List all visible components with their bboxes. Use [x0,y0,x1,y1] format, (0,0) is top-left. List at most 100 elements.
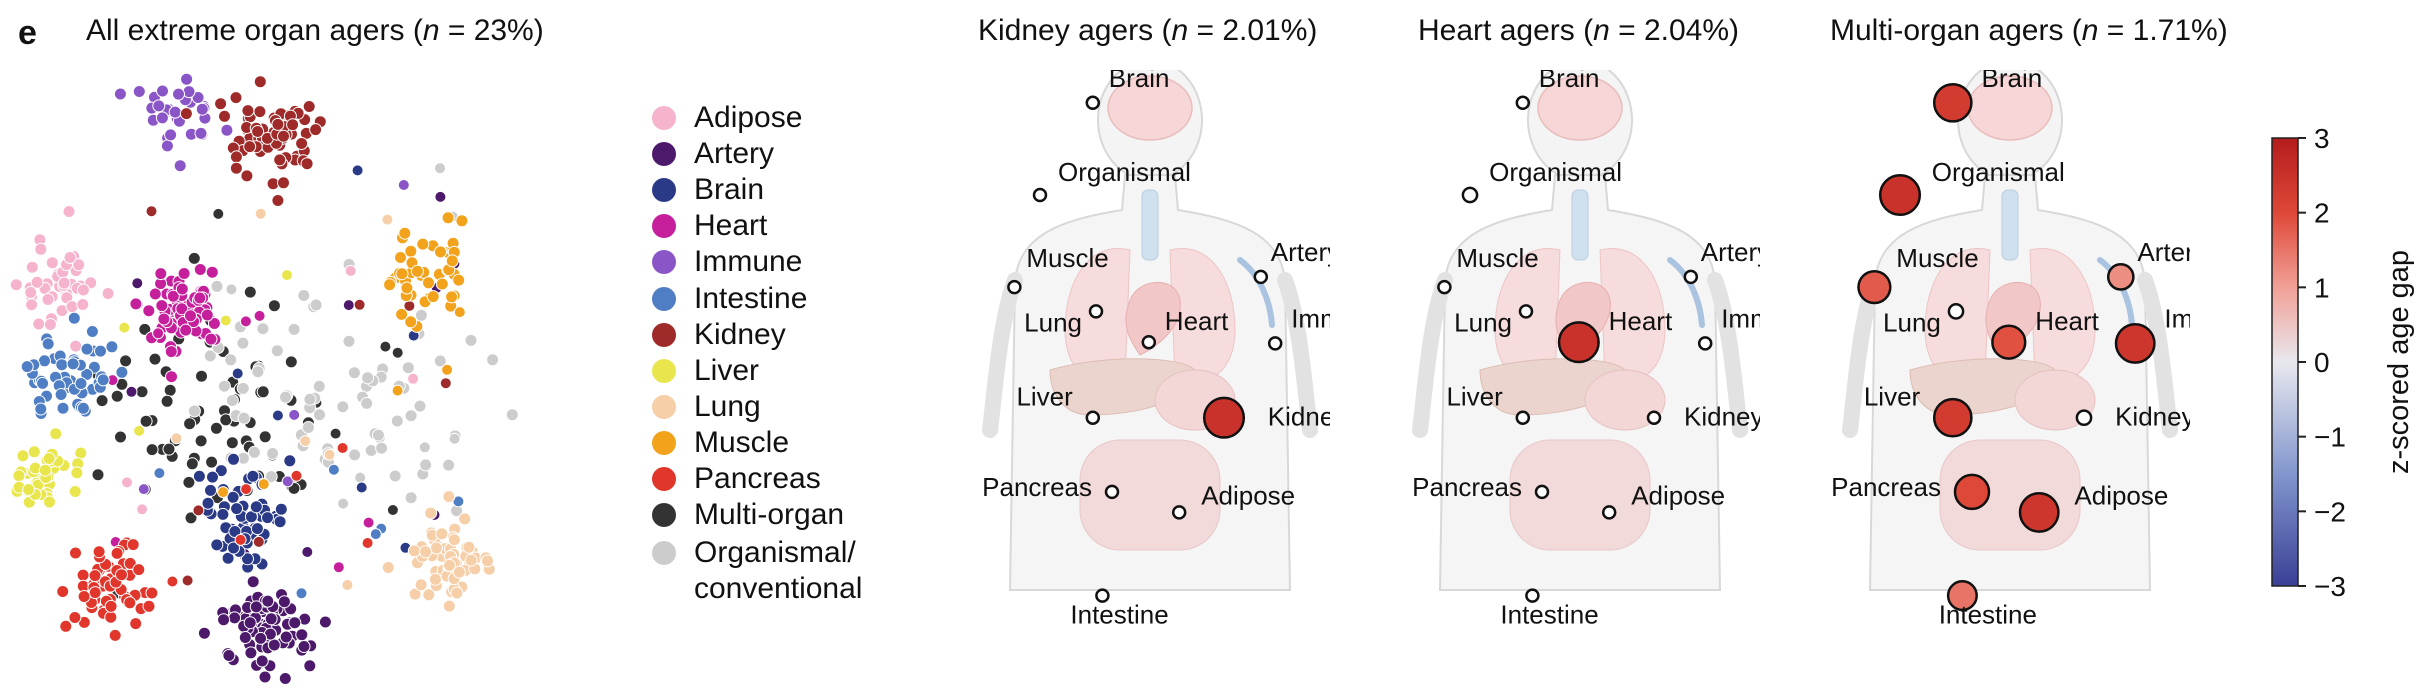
colorbar-label: z-scored age gap [2383,250,2415,474]
scatter-point [113,87,127,101]
organ-marker-intestine [1095,588,1110,603]
scatter-point [183,417,197,431]
organ-marker-lung [1947,303,1965,320]
scatter-point [179,323,193,337]
scatter-point [135,385,149,399]
legend-marker [652,323,676,347]
scatter-point [166,575,179,588]
organ-label-pancreas: Pancreas [1831,472,1941,502]
scatter-point [241,104,255,118]
legend-item-multi-organ: Multi-organ [652,497,844,533]
scatter-point [157,312,171,326]
scatter-point [414,308,428,322]
colorbar-tick-label: 2 [2314,198,2330,229]
legend-item-adipose: Adipose [652,100,802,136]
scatter-point [34,402,48,416]
scatter-point [62,205,76,218]
scatter-point [381,561,395,574]
scatter-point [222,649,236,662]
scatter-point [318,615,332,629]
scatter-point [341,579,354,591]
scatter-point [442,490,456,504]
organ-label-artery: Artery [1701,237,1760,267]
organ-marker-pancreas [1534,484,1550,500]
organ-label-artery: Artery [2137,237,2190,267]
scatter-point [251,365,265,379]
scatter-point [287,322,301,336]
scatter-point [336,442,349,454]
organ-marker-brain [1932,82,1973,123]
scatter-point [193,291,207,305]
scatter-point [486,353,500,367]
scatter-point [249,500,263,514]
scatter-point [104,610,118,624]
colorbar-tick-label: 1 [2314,272,2330,303]
scatter-point [129,617,143,631]
cluster-artery [125,190,461,685]
legend-label: Artery [694,137,775,170]
scatter-point [281,475,294,488]
scatter-point [43,495,56,509]
scatter-point [426,290,440,304]
scatter-point [194,126,208,140]
scatter-point [274,502,288,516]
scatter-point [464,333,478,347]
organ-label-muscle: Muscle [1896,243,1978,273]
scatter-point [244,646,258,660]
scatter-point [172,87,185,101]
scatter-point [327,463,340,476]
scatter-point [155,299,169,313]
scatter-point [243,616,257,630]
organ-marker-adipose [1171,505,1187,520]
scatter-point [297,640,311,653]
legend-item-lung: Lung [652,389,761,425]
scatter-point [441,211,455,225]
scatter-point [303,392,317,406]
scatter-point [240,169,254,183]
organ-marker-liver [1515,410,1531,425]
scatter-point [36,376,50,390]
scatter-point [145,586,159,600]
scatter-point [342,299,355,312]
colorbar-gradient [2271,137,2299,587]
scatter-point [354,471,367,484]
scatter-point [481,554,494,568]
scatter-point [184,309,197,323]
scatter-point [442,458,456,472]
scatter-point [371,428,385,442]
scatter-point [132,563,146,577]
scatter-point [279,630,293,644]
scatter-point [175,302,189,316]
cluster-organismal-conventional [170,162,519,518]
cluster-pancreas [56,442,374,642]
scatter-point [204,483,217,497]
scatter-point [137,483,150,496]
scatter-point [439,377,452,390]
organ-marker-kidney [2075,409,2093,427]
organ-label-pancreas: Pancreas [982,472,1092,502]
scatter-point [179,107,193,121]
scatter-point [41,337,55,351]
scatter-point [447,533,461,547]
scatter-point [110,389,124,403]
scatter-point [22,483,36,496]
scatter-point [279,390,292,404]
brain-shape [1537,75,1623,141]
scatter-point [302,100,316,113]
legend-item-muscle: Muscle [652,425,789,461]
scatter-point [395,267,409,281]
umap-scatter [10,72,519,685]
scatter-point [391,346,404,359]
scatter-point [152,327,165,340]
organ-label-brain: Brain [1539,70,1600,93]
legend-marker [652,142,676,166]
scatter-point [395,307,409,321]
scatter-point [187,404,201,418]
scatter-point [68,611,82,624]
scatter-point [434,190,447,203]
scatter-point [217,379,231,393]
scatter-point [227,541,240,555]
scatter-point [404,315,418,329]
scatter-point [197,626,211,640]
scatter-point [419,458,433,472]
